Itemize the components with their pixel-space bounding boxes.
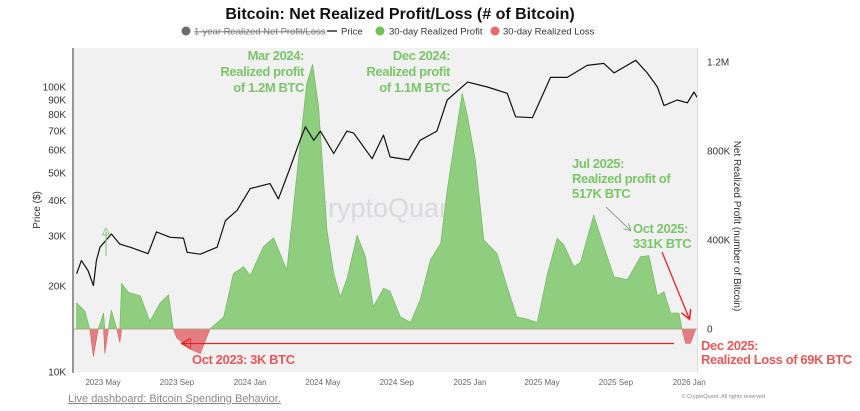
legend: 1-year Realized Net Profit/Loss Price 30…	[181, 26, 595, 38]
left-tick-label: 10K	[48, 368, 66, 379]
annotation-line: Realized profit	[220, 64, 305, 79]
x-tick-label: 2023 Sep	[160, 378, 195, 387]
live-dashboard-link[interactable]: Live dashboard: Bitcoin Spending Behavio…	[68, 393, 281, 405]
left-tick-label: 50K	[48, 168, 66, 179]
left-axis-ticks: 100K 90K 80K 70K 60K 50K 40K 30K 20K 10K	[43, 82, 67, 378]
annotation-mar-2024: Mar 2024: Realized profit of 1.2M BTC	[220, 48, 305, 95]
annotation-line: 517K BTC	[572, 186, 631, 201]
annotation-line: Dec 2024:	[393, 48, 450, 63]
left-tick-label: 70K	[48, 127, 66, 138]
annotation-line: Realized profit of	[572, 171, 671, 186]
price-series	[76, 59, 698, 287]
x-tick-label: 2024 Sep	[380, 378, 415, 387]
legend-label: Price	[341, 27, 363, 38]
legend-marker-gray-icon	[181, 26, 191, 36]
x-axis-ticks: 2023 May 2023 Sep 2024 Jan 2024 May 2024 Sep…	[85, 378, 705, 387]
left-tick-label: 60K	[48, 146, 66, 157]
legend-marker-green-icon	[375, 26, 385, 36]
left-tick-label: 30K	[48, 232, 66, 243]
chart-title: Bitcoin: Net Realized Profit/Loss (# of …	[225, 6, 574, 23]
legend-item-1yr-net[interactable]: 1-year Realized Net Profit/Loss	[181, 26, 326, 38]
left-tick-label: 20K	[48, 282, 66, 293]
legend-item-realized-loss[interactable]: 30-day Realized Loss	[490, 26, 595, 38]
left-tick-label: 40K	[48, 196, 66, 207]
jul-to-oct-arrow	[605, 206, 630, 230]
annotation-line: Mar 2024:	[248, 48, 304, 63]
right-tick-label: 400K	[707, 236, 731, 247]
left-tick-label: 90K	[48, 96, 66, 107]
oct-to-dec-arrow	[661, 251, 689, 318]
x-tick-label: 2025 May	[524, 378, 559, 387]
left-axis-title: Price ($)	[32, 191, 43, 229]
annotation-line: 331K BTC	[633, 236, 692, 251]
annotation-line: Realized Loss of 69K BTC	[701, 352, 853, 367]
annotation-line: Jul 2025:	[572, 156, 624, 171]
x-tick-label: 2026 Jan	[673, 378, 706, 387]
legend-label: 1-year Realized Net Profit/Loss	[194, 27, 326, 38]
right-axis-title: Net Realized Profit (number of Bitcoin)	[731, 141, 742, 312]
x-tick-label: 2023 May	[85, 378, 120, 387]
annotation-oct-2023: Oct 2023: 3K BTC	[192, 352, 296, 367]
annotation-line: Oct 2025:	[633, 221, 688, 236]
right-tick-label: 800K	[707, 147, 731, 158]
left-tick-label: 100K	[43, 82, 67, 93]
annotation-oct-2025: Oct 2025: 331K BTC	[633, 221, 693, 251]
x-tick-label: 2025 Jan	[454, 378, 487, 387]
annotation-line: Dec 2025:	[701, 338, 758, 353]
right-tick-label: 1.2M	[707, 58, 729, 69]
legend-label: 30-day Realized Loss	[503, 27, 595, 38]
annotation-line: Realized profit	[366, 64, 451, 79]
realized-profit-area	[76, 64, 696, 330]
annotation-line: of 1.1M BTC	[379, 80, 451, 95]
annotation-line: Oct 2023: 3K BTC	[192, 352, 296, 367]
annotation-line: of 1.2M BTC	[233, 80, 305, 95]
legend-label: 30-day Realized Profit	[389, 27, 483, 38]
price-line	[76, 59, 698, 287]
legend-item-price[interactable]: Price	[327, 27, 363, 38]
right-axis-ticks: 1.2M 800K 400K 0	[707, 58, 731, 336]
x-tick-label: 2025 Sep	[599, 378, 634, 387]
up-arrow-icon	[101, 226, 111, 256]
copyright-notice: © CryptoQuant. All rights reserved	[681, 393, 765, 400]
legend-marker-red-icon	[490, 26, 500, 36]
x-tick-label: 2024 Jan	[234, 378, 267, 387]
watermark: CryptoQuant	[308, 193, 462, 223]
annotation-dec-2024: Dec 2024: Realized profit of 1.1M BTC	[366, 48, 451, 95]
legend-item-realized-profit[interactable]: 30-day Realized Profit	[375, 26, 483, 38]
annotation-dec-2025: Dec 2025: Realized Loss of 69K BTC	[701, 338, 853, 367]
left-tick-label: 80K	[48, 110, 66, 121]
x-tick-label: 2024 May	[305, 378, 340, 387]
right-tick-label: 0	[707, 325, 713, 336]
annotation-jul-2025: Jul 2025: Realized profit of 517K BTC	[572, 156, 672, 201]
